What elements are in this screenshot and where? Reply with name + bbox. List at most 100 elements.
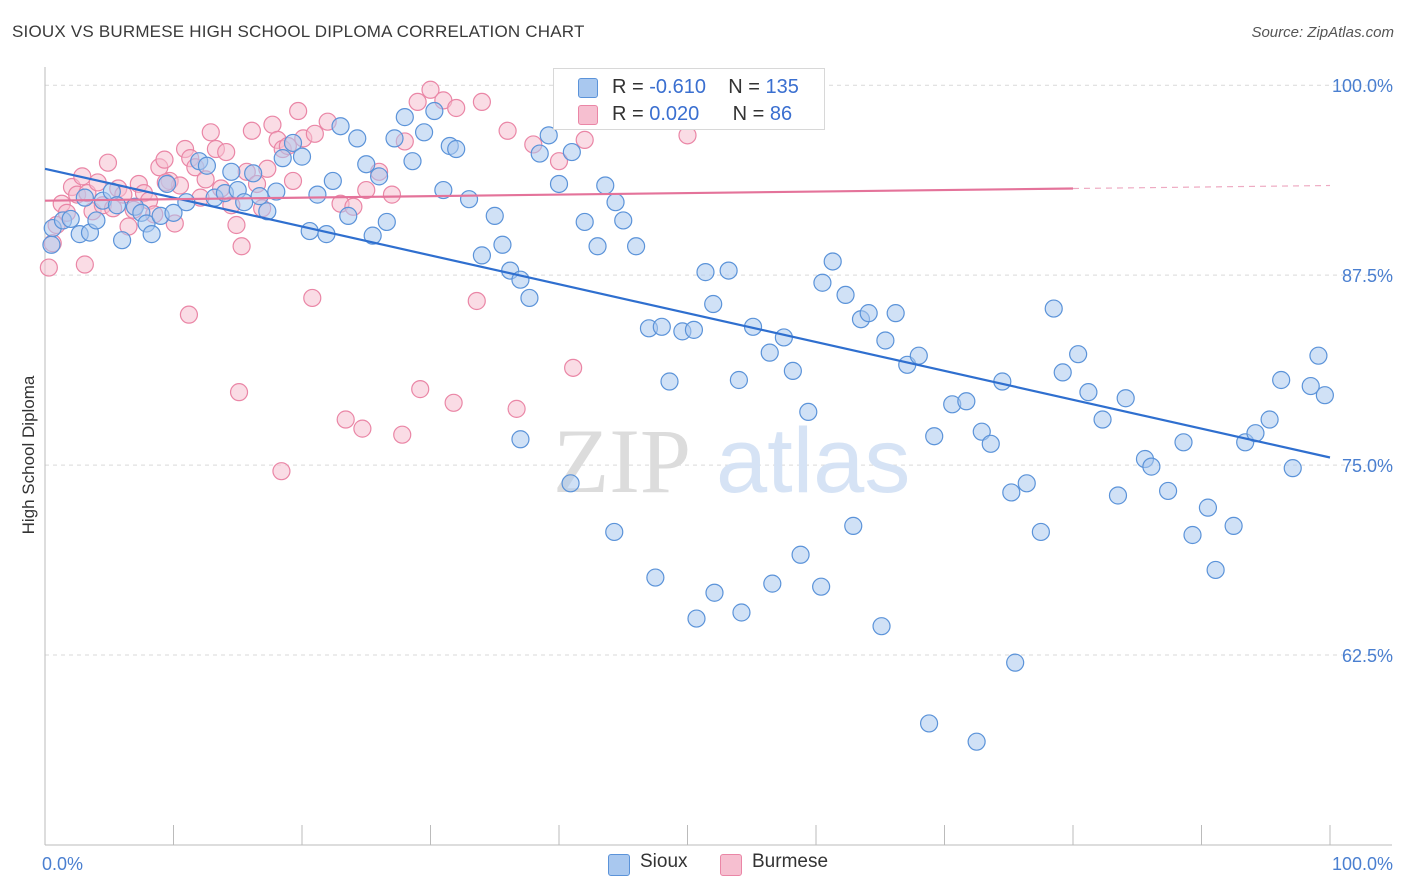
burmese-point-78 [336,410,355,429]
sioux-point-3 [61,209,80,229]
correlation-legend: R = -0.610 N = 135 R = 0.020 N = 86 [553,68,825,130]
legend-r-label: R = [612,76,644,98]
sioux-point-82 [783,361,802,380]
sioux-point-55 [485,206,504,225]
sioux-point-42 [363,226,382,245]
sioux-point-113 [1183,525,1202,545]
sioux-point-17 [157,174,177,194]
burmese-point-75 [229,383,249,402]
sioux-point-27 [244,164,263,183]
sioux-point-75 [696,263,715,282]
sioux-point-72 [660,372,679,391]
sioux-point-122 [1301,376,1320,396]
sioux-point-46 [395,108,414,127]
sioux-point-86 [836,285,855,305]
sioux-point-133 [791,545,810,564]
sioux-point-95 [957,392,976,411]
sioux-point-43 [370,167,389,186]
sioux-point-76 [704,294,723,314]
sioux-point-90 [886,304,905,323]
sioux-point-63 [562,142,581,162]
axes [44,67,1392,846]
y-axis-title: High School Diploma [19,375,38,534]
chart-title: SIOUX VS BURMESE HIGH SCHOOL DIPLOMA COR… [12,22,585,41]
sioux-point-33 [292,147,312,166]
burmese-point-83 [467,291,486,311]
burmese-trend-extension [1072,184,1331,190]
sioux-point-84 [813,273,832,292]
legend-r-value-sioux: -0.610 [649,76,706,98]
legend-swatch-burmese [578,105,598,125]
sioux-point-61 [539,126,558,145]
sioux-point-71 [652,317,671,336]
sioux-point-67 [606,193,625,212]
sioux-point-80 [760,343,779,362]
bottom-legend-swatch-burmese [720,854,742,876]
sioux-point-128 [646,568,665,587]
burmese-point-37 [227,215,246,235]
y-tick-label-3: 100.0% [1332,76,1393,96]
sioux-point-62 [549,174,569,194]
burmese-point-74 [179,305,199,324]
sioux-trend-line [44,167,1331,459]
burmese-point-44 [263,115,282,134]
y-tick-label-0: 62.5% [1342,646,1393,666]
sioux-point-130 [705,583,724,602]
sioux-point-114 [1198,498,1218,517]
burmese-point-23 [155,150,174,169]
sioux-point-124 [1315,386,1334,405]
sioux-point-110 [1142,457,1161,476]
sioux-point-10 [107,196,127,215]
burmese-point-40 [242,121,261,140]
sioux-point-134 [812,577,831,596]
sioux-point-31 [273,149,292,168]
sioux-point-45 [385,129,404,148]
burmese-point-76 [272,462,291,481]
sioux-point-50 [434,180,453,200]
bottom-legend-label-burmese: Burmese [752,851,829,872]
burmese-point-49 [289,101,308,121]
legend-swatch-sioux [578,78,598,98]
burmese-point-12 [98,153,118,172]
sioux-point-121 [1283,459,1302,478]
burmese-point-77 [303,288,322,308]
sioux-point-74 [684,320,704,339]
legend-r-label: R = [612,103,644,125]
gridlines [45,84,1392,656]
sioux-point-28 [250,187,269,206]
sioux-point-68 [614,211,633,230]
burmese-point-85 [564,358,583,377]
sioux-point-132 [763,574,782,593]
sioux-point-49 [425,101,444,121]
sioux-point-48 [414,123,434,142]
sioux-point-107 [1108,486,1128,505]
sioux-point-32 [283,133,303,153]
sioux-point-18 [164,203,183,222]
sioux-point-102 [1044,299,1063,318]
sioux-point-53 [459,190,479,209]
sioux-point-38 [331,117,350,136]
sioux-point-89 [876,331,895,350]
sioux-point-59 [520,288,539,308]
burmese-point-57 [382,185,402,204]
sioux-point-88 [859,304,878,323]
burmese-point-60 [421,80,440,99]
legend-n-value-burmese: 86 [769,103,793,125]
trend-lines [44,167,1331,459]
chart-source: Source: ZipAtlas.com [1251,24,1394,41]
y-tick-label-2: 87.5% [1342,266,1393,286]
sioux-point-35 [308,185,327,204]
tick-labels: 62.5% 75.0% 87.5% 100.0% 0.0% 100.0% [42,76,1393,874]
sioux-point-52 [447,139,466,159]
burmese-trend-line [44,187,1074,202]
sioux-point-104 [1069,345,1088,364]
burmese-point-64 [498,121,517,140]
sioux-point-112 [1174,433,1193,452]
burmese-point-82 [444,393,463,412]
sioux-point-139 [1006,653,1025,672]
sioux-point-101 [1031,522,1050,542]
burmese-point-0 [39,258,58,277]
sioux-point-126 [561,474,580,493]
burmese-point-48 [283,171,303,191]
